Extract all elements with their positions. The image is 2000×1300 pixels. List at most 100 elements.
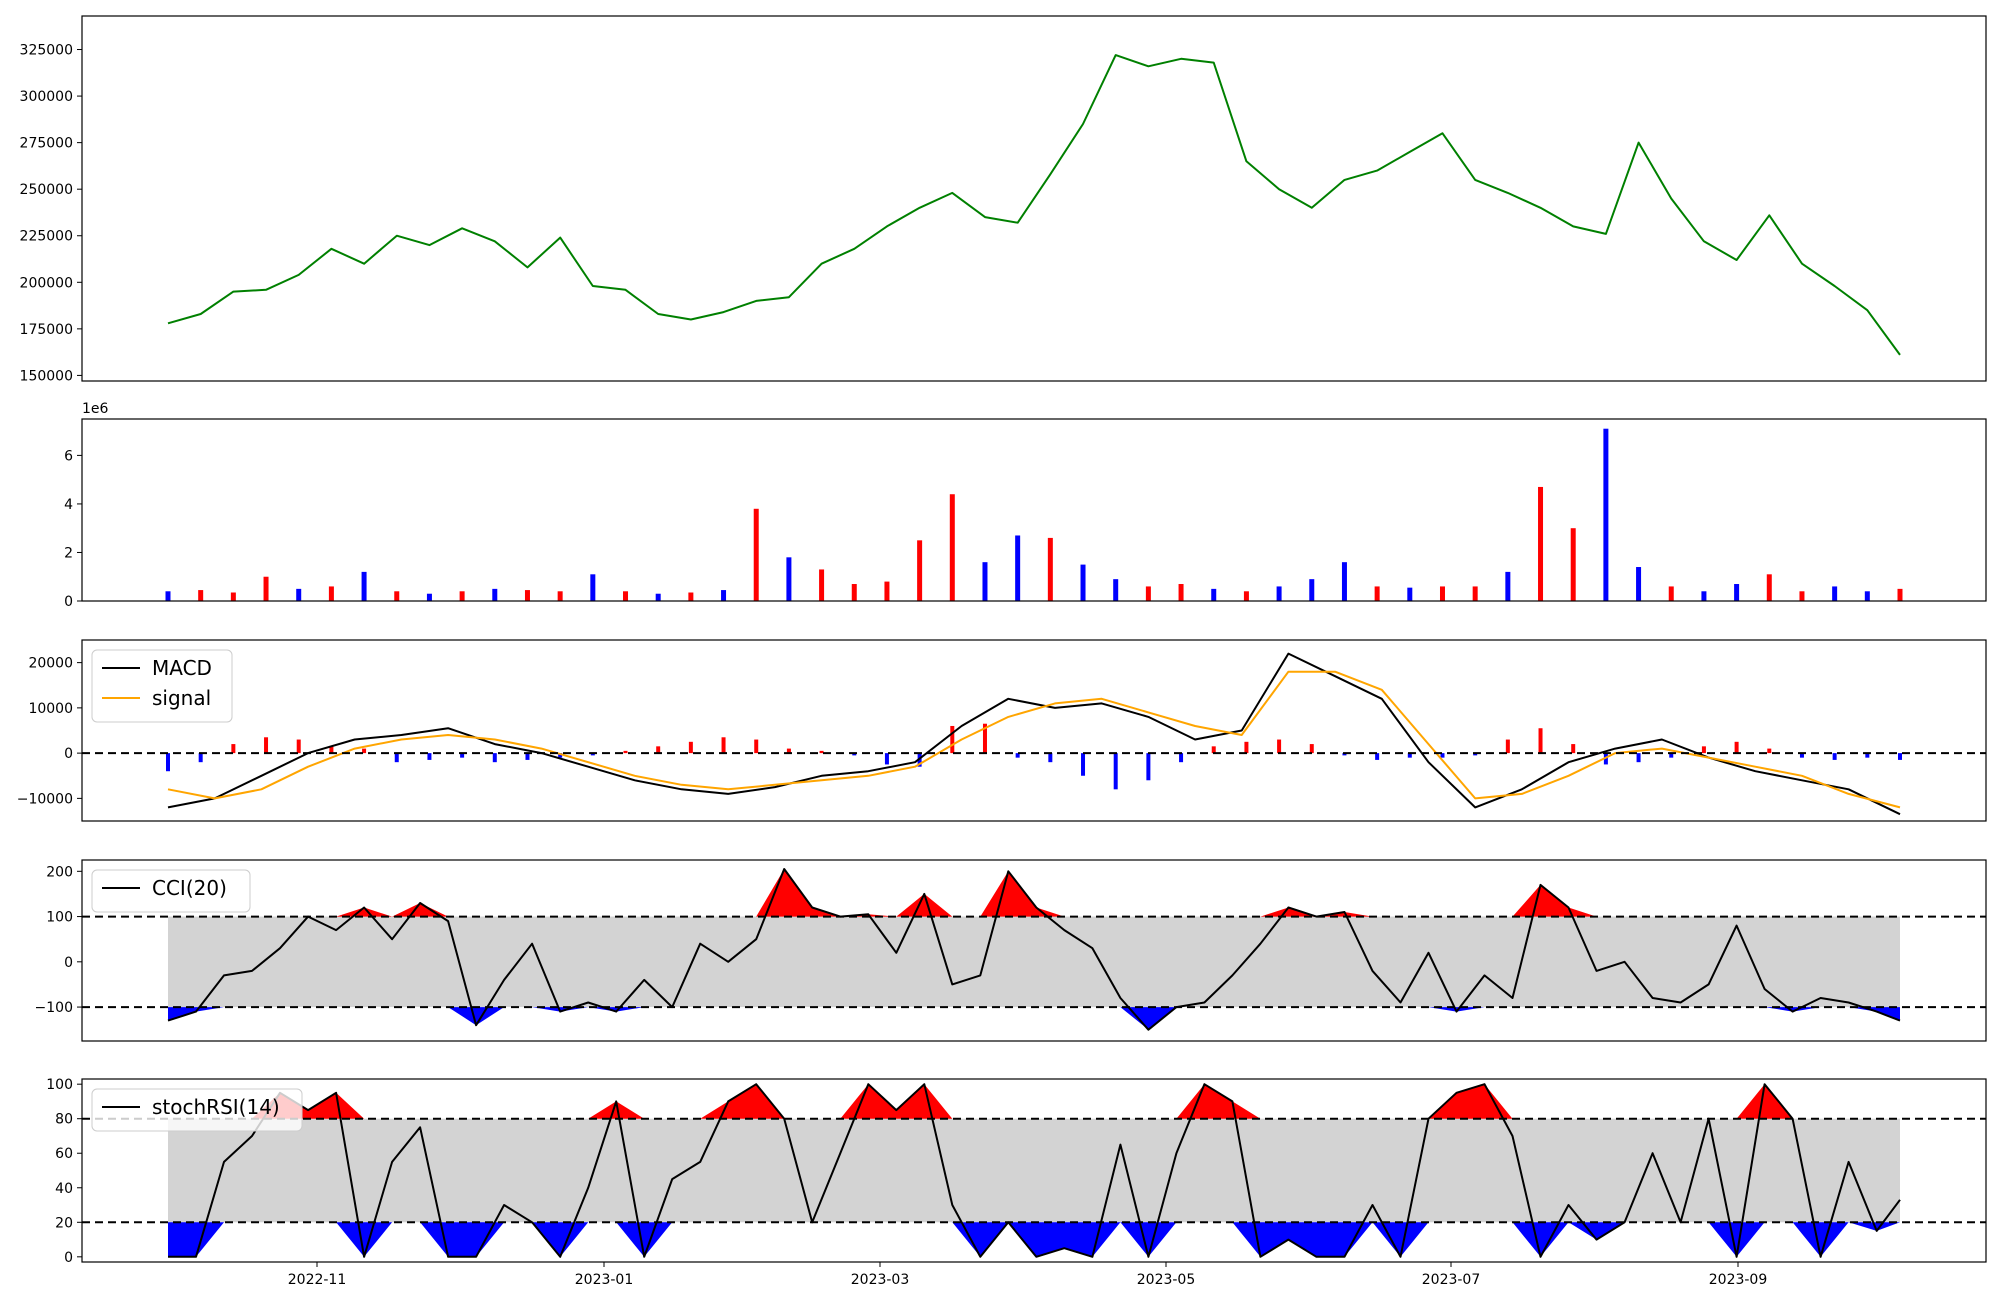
volume-bar [1766, 574, 1772, 601]
macd-histogram-bar [1146, 753, 1151, 781]
volume-plot-area [165, 428, 1903, 601]
price-ytick-label: 275000 [20, 136, 73, 152]
macd-ytick-label: 20000 [28, 656, 73, 672]
volume-ytick-label: 0 [64, 594, 73, 610]
cci-legend: CCI(20) [91, 869, 251, 913]
stochrsi-band [168, 1118, 1900, 1223]
macd-histogram-bar [1015, 753, 1020, 758]
macd-histogram-bar [884, 753, 889, 765]
xtick-label: 2023-05 [1137, 1272, 1196, 1288]
volume-bar [1701, 591, 1707, 601]
macd-histogram-bar [754, 739, 759, 754]
cci-ytick-label: 200 [46, 864, 73, 880]
volume-bar [557, 591, 563, 601]
macd-histogram-bar [786, 748, 791, 754]
macd-histogram-bar [852, 753, 857, 756]
volume-bar [982, 562, 988, 601]
macd-histogram-bar [1407, 753, 1412, 758]
cci-legend-box [91, 869, 251, 913]
macd-histogram-bar [329, 746, 334, 754]
macd-histogram-bar [721, 737, 726, 754]
volume-bar [884, 581, 890, 601]
stochrsi-series-line-0 [168, 1083, 1901, 1258]
macd-ytick-label: −10000 [17, 791, 73, 807]
volume-bar [1603, 428, 1609, 601]
macd-histogram-bar [460, 753, 465, 758]
panel-volume: 0 2 4 6 1e6 [64, 401, 1987, 610]
xtick-label: 2023-03 [851, 1272, 910, 1288]
macd-ytick-label: 0 [64, 746, 73, 762]
macd-frame [81, 639, 1987, 822]
volume-bar [819, 569, 825, 601]
volume-bar [1799, 591, 1805, 601]
price-ytick-label: 250000 [20, 182, 73, 198]
macd-histogram-bar [819, 750, 824, 754]
volume-bar [361, 571, 367, 601]
price-series-line-0 [167, 54, 1901, 356]
macd-legend-label: MACD [152, 656, 212, 680]
macd-histogram-bar [1799, 753, 1804, 758]
volume-bar [1668, 586, 1674, 601]
macd-histogram-bar [296, 739, 301, 754]
macd-histogram-bar [231, 744, 236, 754]
macd-histogram-bar [198, 753, 203, 763]
macd-histogram-bar [1440, 753, 1445, 758]
volume-bar [198, 590, 204, 601]
price-ytick-label: 325000 [20, 43, 73, 59]
volume-bar [753, 508, 759, 601]
stochrsi-legend: stochRSI(14) [91, 1088, 303, 1132]
macd-histogram-bar [1113, 753, 1118, 790]
volume-bar [394, 591, 400, 601]
volume-bar [1472, 586, 1478, 601]
volume-bar [949, 494, 955, 601]
stochrsi-plot-area [82, 1083, 1986, 1258]
macd-histogram-bar [1473, 753, 1478, 756]
volume-bar [328, 586, 334, 601]
volume-bar [459, 591, 465, 601]
volume-bar [1047, 537, 1053, 601]
volume-bar [1538, 486, 1544, 601]
xtick-label: 2023-09 [1709, 1272, 1768, 1288]
price-plot-area [167, 54, 1901, 356]
price-ytick-label: 300000 [20, 89, 73, 105]
xtick-label: 2023-07 [1422, 1272, 1481, 1288]
volume-bar [688, 592, 694, 601]
macd-histogram-bar [264, 737, 269, 754]
volume-bar [1636, 567, 1642, 601]
stochrsi-frame [81, 1078, 1987, 1263]
macd-legend-label: signal [152, 686, 211, 710]
price-ytick-label: 225000 [20, 229, 73, 245]
macd-histogram-bar [1538, 728, 1543, 754]
volume-bar [623, 591, 629, 601]
stochrsi-ytick-label: 100 [46, 1077, 73, 1093]
macd-ytick-label: 10000 [28, 701, 73, 717]
macd-series-line-1 [167, 670, 1901, 809]
volume-bar [1341, 562, 1347, 601]
volume-bar [1570, 528, 1576, 601]
macd-histogram-bar [982, 723, 987, 754]
macd-histogram-bar [558, 753, 563, 758]
macd-histogram-bar [1865, 753, 1870, 758]
volume-bar [1407, 587, 1413, 601]
macd-histogram-bar [1309, 744, 1314, 754]
stochrsi-ytick-label: 40 [55, 1181, 73, 1197]
stochrsi-ytick-label: 0 [64, 1250, 73, 1266]
price-frame [81, 15, 1987, 382]
macd-histogram-bar [1179, 753, 1184, 763]
volume-ytick-label: 4 [64, 497, 73, 513]
macd-histogram-bar [1277, 739, 1282, 754]
macd-histogram-bar [1211, 746, 1216, 754]
macd-plot-area [82, 652, 1986, 816]
volume-bar [590, 574, 596, 601]
macd-series-line-0 [167, 652, 1901, 816]
stochrsi-ytick-label: 60 [55, 1146, 73, 1162]
macd-histogram-bar [1636, 753, 1641, 763]
macd-histogram-bar [656, 746, 661, 754]
macd-histogram-bar [1505, 739, 1510, 754]
cci-series-line-0 [167, 868, 1901, 1031]
volume-bar [1015, 535, 1021, 601]
macd-histogram-bar [688, 741, 693, 754]
volume-bar [1113, 579, 1119, 601]
volume-bar [1145, 586, 1151, 601]
